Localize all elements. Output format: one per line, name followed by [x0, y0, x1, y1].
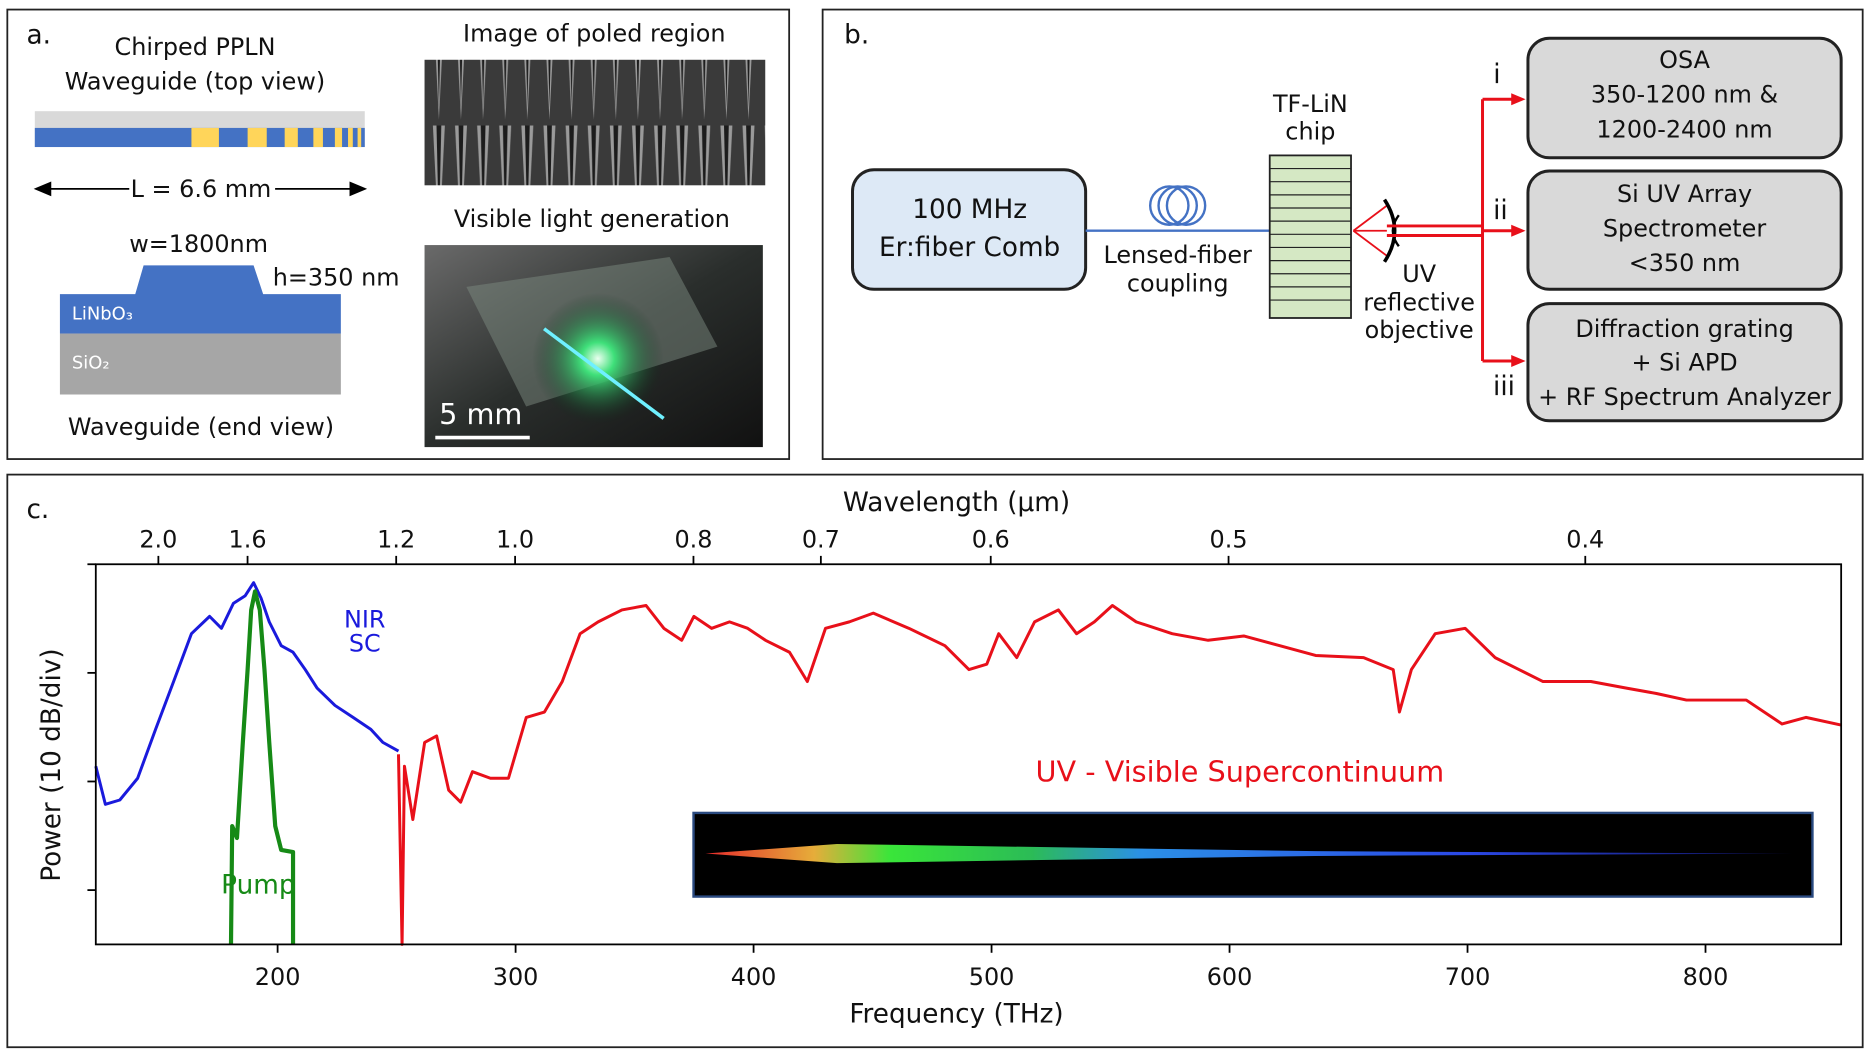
caption: Waveguide (end view) [68, 413, 334, 441]
caption: Chirped PPLN [115, 33, 276, 61]
panel-label: c. [26, 495, 49, 525]
annotation: Pump [221, 870, 295, 900]
scale-label: 5 mm [439, 397, 522, 431]
branch-label: iii [1493, 372, 1515, 402]
x2-tick-label: 0.6 [972, 525, 1010, 553]
panel-label: b. [844, 20, 869, 50]
objective [1382, 198, 1397, 263]
caption: objective [1365, 316, 1474, 344]
box-text: Si UV Array [1617, 180, 1752, 208]
x-tick-label: 700 [1445, 963, 1491, 991]
spectrum-streak [705, 843, 1794, 864]
annotation: SC [349, 629, 381, 657]
annotation: NIR [344, 605, 386, 633]
caption: chip [1285, 118, 1335, 146]
length-label: L = 6.6 mm [131, 175, 272, 203]
box-text: Spectrometer [1603, 215, 1766, 243]
x2-tick-label: 0.4 [1566, 525, 1604, 553]
box-text: <350 nm [1629, 249, 1741, 277]
output-beam [1386, 97, 1514, 363]
poled-image [424, 59, 766, 186]
x-tick-label: 500 [969, 963, 1015, 991]
detector-box [1526, 36, 1843, 160]
x-tick-label: 400 [731, 963, 777, 991]
comb-box [851, 168, 1088, 291]
box-text: 350-1200 nm & [1591, 81, 1778, 109]
branch-label: i [1493, 60, 1500, 90]
box-text: 1200-2400 nm [1596, 115, 1772, 143]
ridge [59, 265, 341, 334]
x2-tick-label: 0.8 [674, 525, 712, 553]
panel-b-frame [821, 8, 1864, 460]
x2-tick-label: 2.0 [139, 525, 177, 553]
x-tick-label: 200 [255, 963, 301, 991]
spectrum-line [396, 604, 1842, 946]
annotation: UV - Visible Supercontinuum [1036, 754, 1445, 788]
x-axis-label: Frequency (THz) [849, 999, 1063, 1029]
x2-tick-label: 1.2 [377, 525, 415, 553]
box-text: + Si APD [1631, 348, 1737, 376]
box-text: Er:fiber Comb [879, 233, 1060, 263]
beam [543, 327, 665, 420]
height-label: h=350 nm [273, 264, 400, 292]
core-label: LiNbO₃ [72, 303, 133, 324]
poled-segments [191, 127, 362, 148]
branch-label: ii [1493, 196, 1508, 226]
box-text: 100 MHz [912, 195, 1027, 225]
detector-box [1526, 302, 1843, 423]
length-arrow [33, 181, 368, 197]
panel-a-frame [6, 8, 791, 460]
x2-tick-label: 1.6 [229, 525, 267, 553]
caption: Lensed-fiber [1103, 241, 1252, 269]
box-text: OSA [1659, 46, 1710, 74]
rays [1352, 204, 1388, 257]
detectors: OSA 350-1200 nm & 1200-2400 nm Si UV Arr… [1526, 36, 1843, 423]
x-tick-label: 800 [1683, 963, 1729, 991]
x2-axis-label: Wavelength (μm) [843, 488, 1070, 518]
box-text: Diffraction grating [1575, 315, 1793, 343]
substrate-label: SiO₂ [72, 352, 110, 373]
caption: Waveguide (top view) [65, 67, 325, 95]
panel-label: a. [26, 20, 50, 50]
x2-tick-label: 1.0 [496, 525, 534, 553]
fiber-coil [1148, 185, 1207, 226]
arrowheads [1511, 93, 1526, 368]
x2-tick-label: 0.7 [802, 525, 840, 553]
caption: UV [1402, 260, 1436, 288]
spectrum-line [94, 581, 400, 806]
y-axis-label: Power (10 dB/div) [37, 648, 67, 881]
chip-waveguides [1269, 167, 1352, 301]
caption: TF-LiN [1272, 90, 1348, 118]
plot [87, 555, 1842, 953]
detector-box [1526, 169, 1843, 291]
plot-frame [94, 563, 1843, 946]
panel-c-frame [6, 473, 1864, 1049]
substrate [59, 333, 341, 395]
caption: Visible light generation [454, 205, 730, 233]
caption: Image of poled region [463, 20, 725, 48]
chip [1268, 154, 1352, 319]
x-tick-label: 600 [1207, 963, 1253, 991]
objective-mirror [1391, 214, 1400, 247]
x-tick-label: 300 [493, 963, 539, 991]
box-text: + RF Spectrum Analyzer [1538, 383, 1831, 411]
caption: coupling [1127, 270, 1229, 298]
caption: reflective [1363, 289, 1475, 317]
width-label: w=1800nm [129, 230, 268, 258]
spectrum-line [228, 589, 296, 945]
x2-tick-label: 0.5 [1210, 525, 1248, 553]
